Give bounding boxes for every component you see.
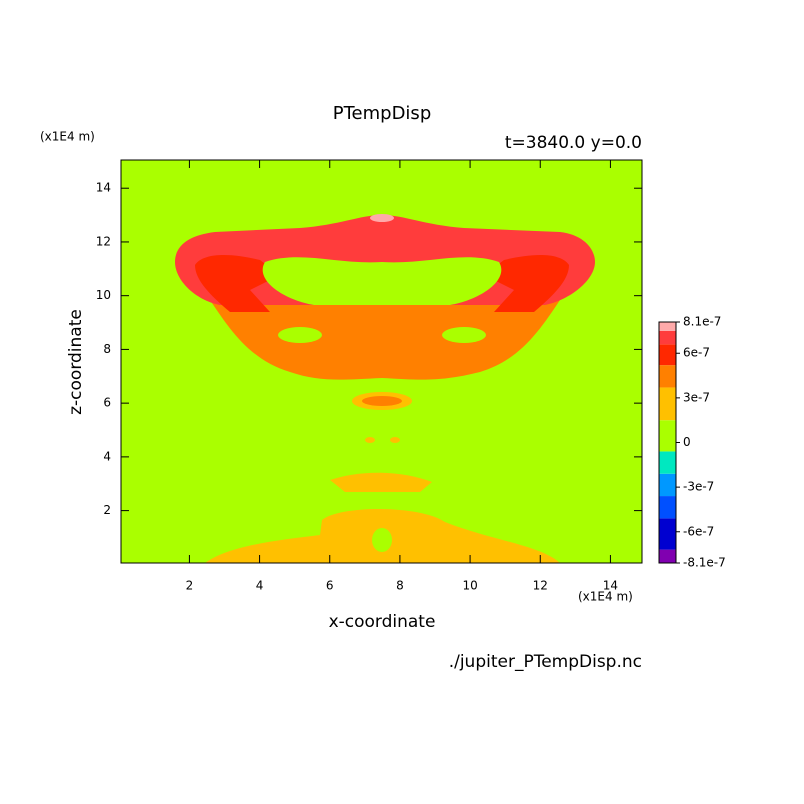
y-tick-label: 4 [103, 449, 111, 463]
y-tick-label: 14 [96, 181, 111, 195]
x-tick-label: 2 [186, 579, 194, 593]
x-tick-label: 14 [603, 579, 618, 593]
colorbar-bin [659, 549, 676, 563]
y-unit: (x1E4 m) [40, 130, 95, 144]
colorbar-tick-label: 6e-7 [683, 346, 710, 360]
plot-frame [120, 159, 643, 564]
x-unit: (x1E4 m) [578, 590, 633, 604]
colorbar-tick-label: -3e-7 [683, 480, 714, 494]
y-tick-label: 12 [96, 234, 111, 248]
colorbar-bin [659, 518, 676, 550]
chart-title: PTempDisp [333, 103, 432, 124]
y-tick-label: 8 [103, 342, 111, 356]
y-tick-label: 10 [96, 288, 111, 302]
colorbar-bin [659, 322, 676, 331]
contour-region [484, 255, 569, 312]
y-axis-label: z-coordinate [66, 309, 86, 415]
x-tick-label: 12 [533, 579, 548, 593]
chart-subtitle: t=3840.0 y=0.0 [505, 133, 642, 153]
contour-region [370, 214, 394, 222]
colorbar-bin [659, 387, 676, 421]
contour-region [262, 257, 502, 305]
colorbar-bin [659, 451, 676, 474]
contour-field [121, 160, 642, 563]
x-tick-label: 8 [396, 579, 404, 593]
contour-region [390, 437, 400, 443]
x-axis-label: x-coordinate [329, 612, 436, 632]
contour-region [365, 437, 375, 443]
contour-region [362, 396, 402, 406]
contour-region [210, 300, 560, 380]
colorbar-bin [659, 473, 676, 497]
colorbar-bin [659, 330, 676, 345]
colorbar-bin [659, 365, 676, 388]
colorbar-tick-label: -8.1e-7 [683, 556, 726, 570]
colorbar-tick-label: 8.1e-7 [683, 315, 721, 329]
colorbar-tick-label: -6e-7 [683, 524, 714, 538]
contour-region [195, 255, 280, 312]
colorbar-bin [659, 344, 676, 366]
contour-region [442, 327, 486, 343]
x-tick-label: 10 [462, 579, 477, 593]
footer: ./jupiter_PTempDisp.nc [449, 652, 642, 672]
y-tick-label: 2 [103, 503, 111, 517]
contour-region [278, 327, 322, 343]
colorbar-tick-label: 0 [683, 435, 691, 449]
contour-region [330, 472, 432, 492]
y-tick-label: 6 [103, 396, 111, 410]
colorbar-tick-label: 3e-7 [683, 390, 710, 404]
colorbar-bin [659, 496, 676, 519]
colorbar-bin [659, 420, 676, 452]
x-tick-label: 4 [256, 579, 264, 593]
contour-region [372, 528, 392, 552]
x-tick-label: 6 [326, 579, 334, 593]
